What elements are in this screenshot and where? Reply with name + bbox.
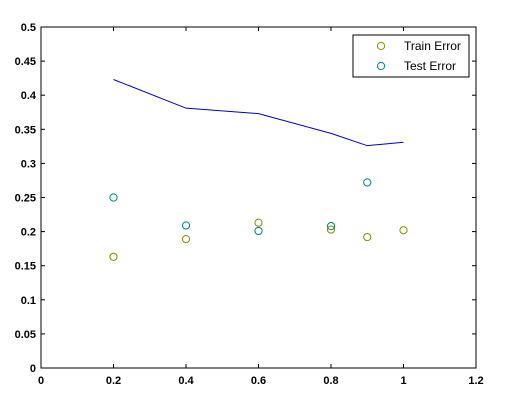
- legend-label: Train Error: [404, 39, 461, 53]
- y-tick-label: 0.25: [15, 193, 36, 205]
- data-point-train-error: [109, 252, 118, 261]
- plot-area: [41, 27, 476, 368]
- data-point-test-error: [326, 222, 336, 231]
- x-tick-label: 0.4: [178, 375, 194, 387]
- x-tick-label: 0.2: [106, 375, 121, 387]
- legend-box: [352, 34, 470, 78]
- data-point-test-error: [363, 178, 372, 187]
- x-tick-label: 0.6: [251, 375, 266, 387]
- data-point-test-error: [181, 221, 191, 230]
- data-point-test-error: [254, 226, 263, 236]
- y-tick-label: 0.35: [15, 124, 36, 136]
- data-point-train-error: [326, 225, 336, 234]
- data-point-train-error: [399, 226, 408, 235]
- ticks: 0 0.2 0.4 0.6 0.8 1 1.2 0 0.05 0.1 0.15 0.2 0.25 0.3 0…: [15, 22, 484, 387]
- y-tick-label: 0.15: [15, 261, 36, 273]
- series-points: [109, 178, 408, 261]
- series-lines: [113, 79, 404, 147]
- x-tick-label: 1.2: [468, 375, 483, 387]
- y-tick-label: 0.5: [21, 22, 36, 34]
- data-point-train-error: [254, 218, 263, 227]
- x-tick-label: 0: [38, 375, 44, 387]
- y-tick-label: 0.2: [21, 227, 36, 239]
- data-point-test-error: [109, 193, 118, 202]
- y-tick-label: 0.05: [15, 329, 36, 341]
- data-point-train-error: [363, 232, 372, 242]
- data-point-train-error: [181, 235, 191, 244]
- y-tick-label: 0.45: [15, 56, 36, 68]
- legend-marker: [376, 61, 386, 71]
- y-tick-label: 0.1: [21, 295, 36, 307]
- x-tick-label: 1: [400, 375, 406, 387]
- legend-marker: [376, 41, 386, 51]
- legend: Train Error Test Error: [352, 34, 470, 78]
- y-tick-label: 0.4: [21, 90, 37, 102]
- x-tick-label: 0.8: [323, 375, 338, 387]
- series-line: [113, 79, 404, 147]
- legend-label: Test Error: [404, 59, 456, 73]
- y-tick-label: 0.3: [21, 158, 36, 170]
- y-tick-label: 0: [30, 363, 36, 375]
